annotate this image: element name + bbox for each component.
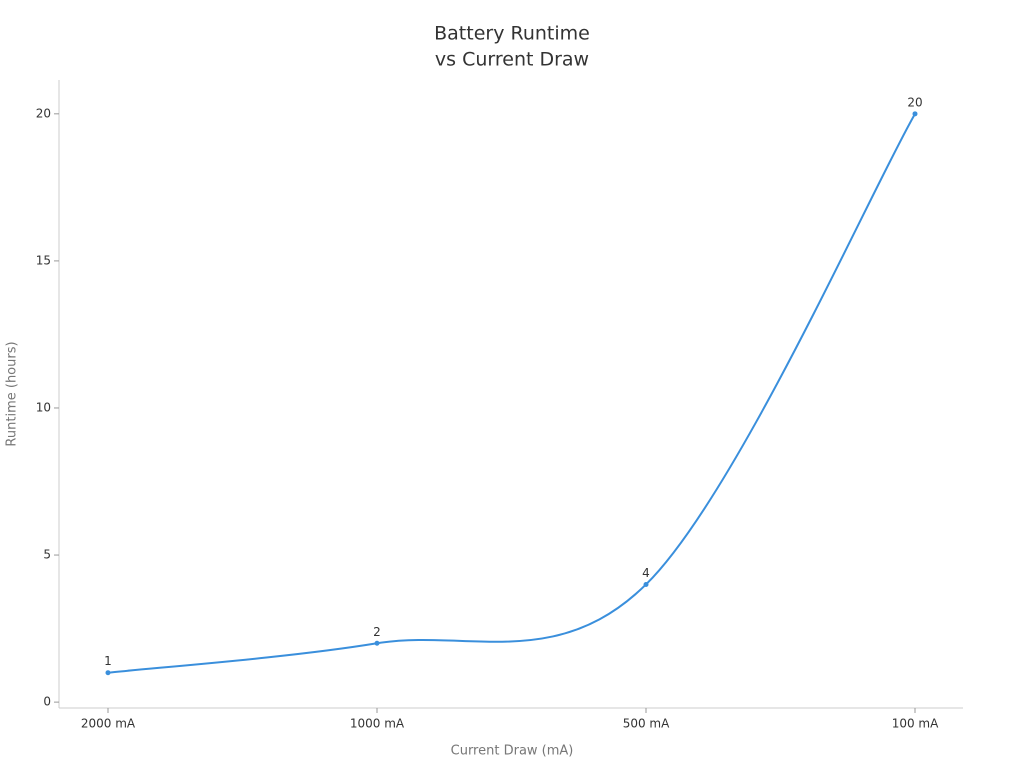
data-label: 4 [642,566,650,580]
y-tick-label: 10 [36,400,51,414]
x-axis-label: Current Draw (mA) [451,744,574,759]
x-tick-label: 1000 mA [350,717,405,731]
point [643,581,649,587]
y-tick-label: 5 [43,548,51,562]
data-label: 1 [104,654,112,668]
point [374,640,380,646]
point [912,111,918,117]
y-tick-label: 0 [43,695,51,709]
x-tick-label: 2000 mA [81,717,136,731]
data-label: 2 [373,625,381,639]
y-tick-label: 20 [36,106,51,120]
point [105,670,111,676]
chart-title: vs Current Draw [435,49,589,71]
data-label: 20 [907,95,922,109]
chart-title: Battery Runtime [434,23,590,45]
y-tick-label: 15 [36,253,51,267]
x-tick-label: 500 mA [623,717,670,731]
line [107,113,916,674]
x-tick-label: 100 mA [892,717,939,731]
y-axis-label: Runtime (hours) [5,341,20,446]
